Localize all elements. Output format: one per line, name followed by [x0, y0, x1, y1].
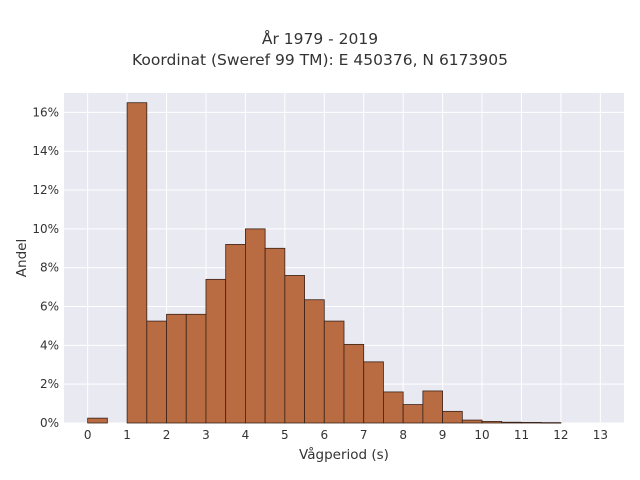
x-tick-label: 2: [163, 428, 171, 442]
y-tick-label: 0%: [40, 416, 59, 430]
x-tick-label: 8: [399, 428, 407, 442]
histogram-bar: [205, 278, 227, 424]
x-tick-label: 5: [281, 428, 289, 442]
x-tick-label: 9: [439, 428, 447, 442]
chart-subtitle: Koordinat (Sweref 99 TM): E 450376, N 61…: [132, 51, 508, 69]
y-tick-label: 10%: [32, 222, 59, 236]
histogram-bar: [225, 244, 246, 424]
histogram-bar: [146, 320, 167, 424]
y-axis-ticks: 0% 2% 4% 6% 8% 10% 12% 14% 16%: [32, 105, 59, 430]
histogram-bar: [481, 421, 503, 424]
x-tick-label: 7: [360, 428, 368, 442]
histogram-bar: [166, 313, 187, 424]
histogram-bar: [540, 422, 562, 424]
x-tick-label: 10: [474, 428, 489, 442]
x-axis-ticks: 0 1 2 3 4 5 6 7 8 9 10 11 12 13: [84, 428, 608, 442]
histogram-bar: [245, 228, 266, 424]
x-tick-label: 13: [593, 428, 608, 442]
histogram-bar: [323, 320, 345, 424]
y-axis-label: Andel: [14, 238, 30, 278]
histogram-bar: [501, 421, 522, 424]
histogram-bar: [521, 422, 542, 424]
y-tick-label: 6%: [40, 300, 59, 314]
y-tick-label: 14%: [32, 144, 59, 158]
x-tick-label: 11: [514, 428, 529, 442]
histogram-bar: [383, 391, 404, 424]
chart-title: År 1979 - 2019: [261, 30, 379, 48]
histogram-bar: [442, 410, 463, 424]
y-tick-label: 4%: [40, 338, 59, 352]
x-tick-label: 4: [242, 428, 250, 442]
y-tick-label: 8%: [40, 261, 59, 275]
histogram-bar: [461, 419, 483, 424]
histogram-bar: [284, 275, 305, 424]
y-tick-label: 12%: [32, 183, 59, 197]
x-tick-label: 3: [202, 428, 210, 442]
histogram-bar: [304, 299, 325, 424]
histogram-bar: [402, 404, 424, 424]
x-tick-label: 6: [320, 428, 328, 442]
histogram-bar: [363, 361, 384, 424]
histogram-bar: [126, 102, 148, 424]
x-tick-label: 0: [84, 428, 92, 442]
x-tick-label: 12: [553, 428, 568, 442]
y-tick-label: 16%: [32, 105, 59, 119]
x-axis-label: Vågperiod (s): [299, 447, 389, 463]
histogram-bar: [422, 390, 443, 424]
x-tick-label: 1: [123, 428, 131, 442]
bars: [87, 102, 562, 424]
histogram-bar: [87, 417, 108, 424]
histogram-bar: [185, 313, 207, 424]
histogram-bar: [264, 247, 286, 424]
histogram-bar: [343, 343, 365, 424]
y-tick-label: 2%: [40, 377, 59, 391]
